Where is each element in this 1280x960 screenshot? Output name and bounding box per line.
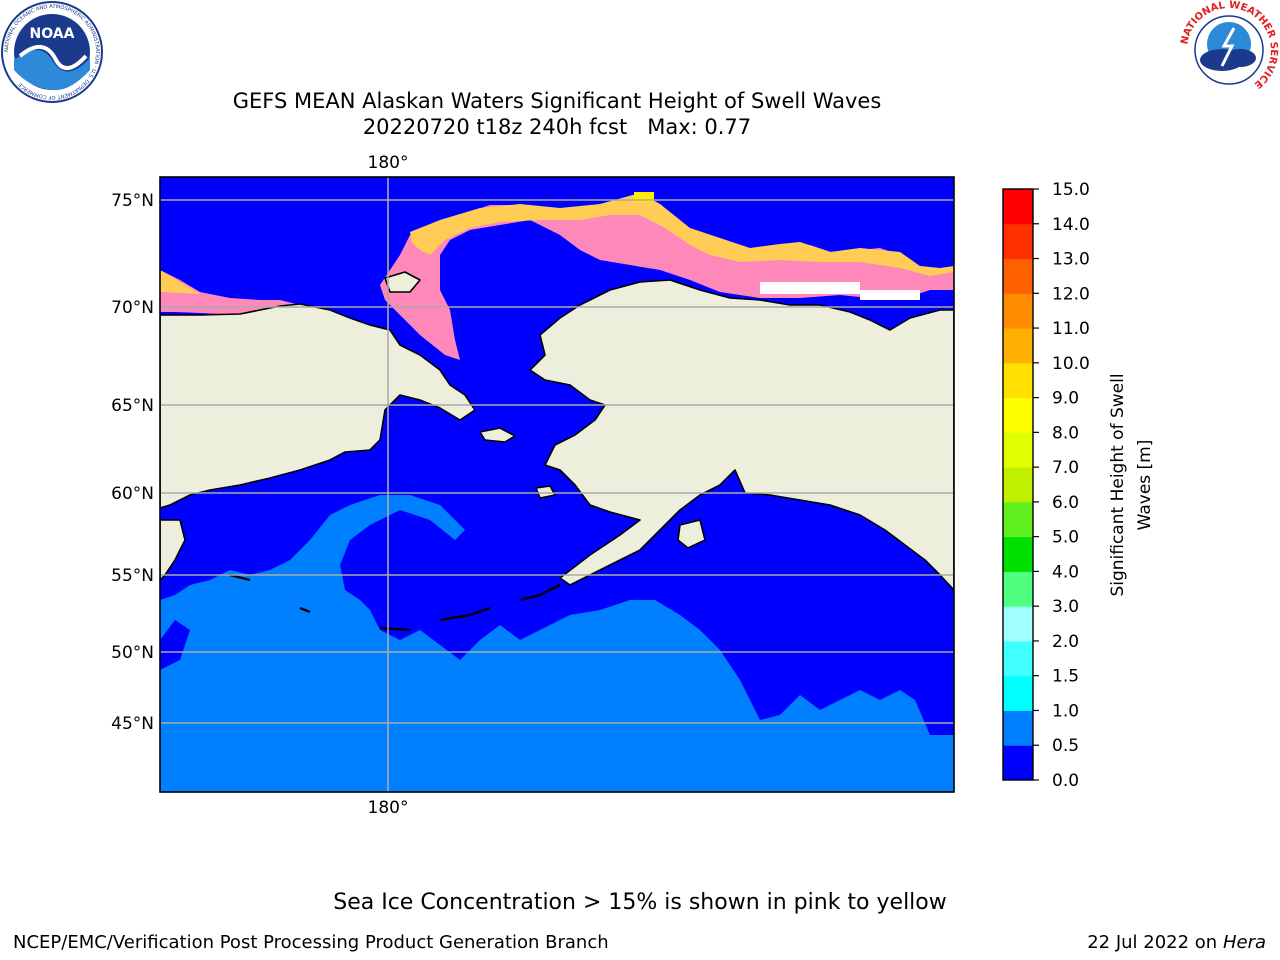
colorbar-tick-label: 4.0 bbox=[1052, 562, 1079, 582]
sea-ice-west-edge bbox=[160, 270, 200, 294]
noaa-emblem-text: NOAA bbox=[30, 26, 75, 42]
chart-subtitle: 20220720 t18z 240h fcst Max: 0.77 bbox=[362, 115, 752, 139]
colorbar-tick-label: 14.0 bbox=[1052, 215, 1090, 235]
sea-ice-footnote: Sea Ice Concentration > 15% is shown in … bbox=[333, 890, 947, 915]
colorbar-tick-label: 10.0 bbox=[1052, 354, 1090, 374]
land-nunivak bbox=[535, 485, 556, 499]
land-kodiak bbox=[677, 519, 706, 549]
colorbar-tick-label: 9.0 bbox=[1052, 389, 1079, 409]
machine-name: Hera bbox=[1222, 932, 1266, 953]
colorbar-segment bbox=[1003, 258, 1033, 294]
colorbar-tick-label: 0.0 bbox=[1052, 771, 1079, 791]
land-kamchatka bbox=[160, 519, 186, 581]
chart-title: GEFS MEAN Alaskan Waters Significant Hei… bbox=[232, 89, 882, 113]
colorbar-segment bbox=[1003, 328, 1033, 364]
gridlines bbox=[160, 177, 954, 792]
colorbar-tick-label: 15.0 bbox=[1052, 180, 1090, 200]
colorbar-segment bbox=[1003, 710, 1033, 746]
noaa-logo: NOAA NATIONAL OCEANIC AND ATMOSPHERIC AD… bbox=[1, 1, 103, 103]
land-alaska bbox=[529, 279, 954, 591]
colorbar-tick-label: 0.5 bbox=[1052, 736, 1079, 756]
colorbar-segment bbox=[1003, 397, 1033, 433]
land-wrangel bbox=[384, 271, 421, 293]
colorbar-segment bbox=[1003, 362, 1033, 399]
lat-labels: 75°N 70°N 65°N 60°N 55°N 50°N 45°N bbox=[111, 191, 154, 734]
colorbar-segment bbox=[1003, 640, 1033, 677]
colorbar-tick-label: 2.0 bbox=[1052, 632, 1079, 652]
colorbar-tick-label: 7.0 bbox=[1052, 458, 1079, 478]
ocean-swell-low-patch bbox=[160, 620, 190, 670]
colorbar-segment bbox=[1003, 606, 1033, 642]
colorbar-tick-label: 12.0 bbox=[1052, 284, 1090, 304]
colorbar-tick-label: 6.0 bbox=[1052, 493, 1079, 513]
colorbar-segment bbox=[1003, 189, 1033, 225]
map-figure: 180° 180° 75°N 70°N 65°N 60°N 55°N 50°N … bbox=[111, 153, 1155, 818]
colorbar-tick-label: 8.0 bbox=[1052, 423, 1079, 443]
colorbar-tick-label: 3.0 bbox=[1052, 597, 1079, 617]
colorbar-segment bbox=[1003, 501, 1033, 538]
colorbar-label-line2: Waves [m] bbox=[1135, 440, 1155, 531]
sea-ice-west bbox=[160, 270, 300, 315]
land bbox=[160, 271, 954, 591]
top-lon-label: 180° bbox=[368, 153, 409, 173]
colorbar-segment bbox=[1003, 223, 1033, 260]
map-frame bbox=[159, 176, 955, 793]
sea-ice-white-gap-2 bbox=[860, 290, 920, 300]
lat-label: 45°N bbox=[111, 714, 154, 734]
lat-label: 70°N bbox=[111, 298, 154, 318]
colorbar-tick-label: 11.0 bbox=[1052, 319, 1090, 339]
date-line: 22 Jul 2022 on Hera bbox=[1087, 932, 1266, 953]
colorbar-tick-label: 13.0 bbox=[1052, 250, 1090, 270]
lat-label: 55°N bbox=[111, 566, 154, 586]
land-st-lawrence bbox=[479, 427, 516, 443]
sea-ice-band-edge bbox=[410, 193, 954, 276]
colorbar-tick-label: 5.0 bbox=[1052, 528, 1079, 548]
lat-label: 60°N bbox=[111, 484, 154, 504]
colorbar-segment bbox=[1003, 536, 1033, 572]
colorbar-tick-label: 1.5 bbox=[1052, 667, 1079, 687]
nws-logo: NATIONAL WEATHER SERVICE bbox=[1179, 0, 1279, 97]
credit-line: NCEP/EMC/Verification Post Processing Pr… bbox=[13, 932, 609, 953]
colorbar-segment bbox=[1003, 675, 1033, 711]
colorbar-segment bbox=[1003, 293, 1033, 329]
bottom-lon-label: 180° bbox=[368, 798, 409, 818]
sea-ice-yellow bbox=[634, 192, 654, 202]
lat-label: 50°N bbox=[111, 643, 154, 663]
lat-label: 75°N bbox=[111, 191, 154, 211]
colorbar-segment bbox=[1003, 571, 1033, 607]
colorbar-segment bbox=[1003, 467, 1033, 503]
colorbar: 0.0 0.5 1.0 1.5 2.0 3.0 4.0 5.0 6.0 7.0 8.0 9.0 10.0… bbox=[1002, 180, 1090, 791]
colorbar-segment bbox=[1003, 432, 1033, 468]
colorbar-label-line1: Significant Height of Swell bbox=[1108, 373, 1128, 596]
colorbar-frame bbox=[1002, 188, 1034, 781]
lat-label: 65°N bbox=[111, 396, 154, 416]
sea-ice-white-gap bbox=[760, 282, 860, 294]
colorbar-tick-label: 1.0 bbox=[1052, 701, 1079, 721]
aleutian-islands bbox=[229, 573, 561, 632]
colorbar-segment bbox=[1003, 745, 1033, 781]
map-plot bbox=[160, 177, 954, 792]
date-text: 22 Jul 2022 on bbox=[1087, 932, 1223, 953]
land-siberia bbox=[160, 303, 476, 509]
